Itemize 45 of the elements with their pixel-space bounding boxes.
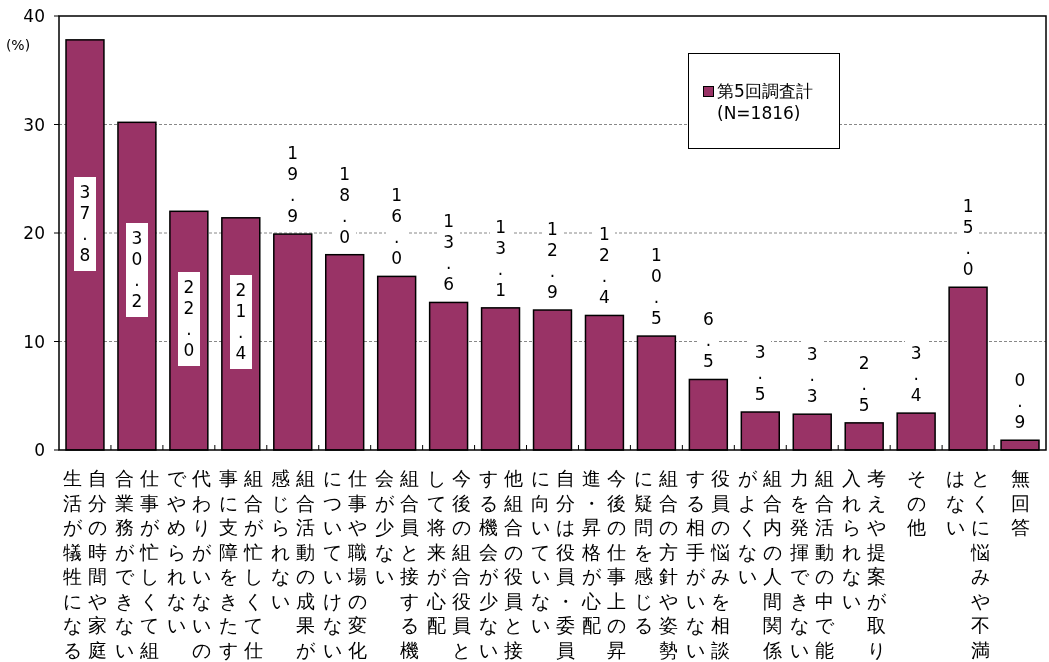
category-label: 仕事や職場の変化についていけない bbox=[322, 467, 367, 661]
category-label: 自分の時間や家庭生活が犠牲になる bbox=[62, 467, 107, 661]
data-label: 13.1 bbox=[489, 211, 512, 306]
category-label: 他組合の役員と接する機会が少ない bbox=[478, 467, 523, 661]
data-label: 15.0 bbox=[957, 191, 980, 286]
y-tick-label: 40 bbox=[23, 6, 45, 26]
data-label: 19.9 bbox=[281, 138, 304, 233]
category-label: 組合が忙しくて仕事に支障をきたす bbox=[218, 467, 263, 661]
category-label: 組合の方針や姿勢に疑問を感じる bbox=[634, 467, 679, 661]
data-label: 21.4 bbox=[229, 275, 252, 370]
data-label: 12.9 bbox=[541, 214, 564, 309]
data-label: 37.8 bbox=[73, 177, 96, 272]
category-label: 組合活動の中で能力を発揮できない bbox=[790, 467, 835, 661]
data-label: 16.0 bbox=[385, 180, 408, 275]
data-label: 22.0 bbox=[177, 271, 200, 366]
x-tick-label: 無回答 bbox=[1010, 466, 1030, 540]
category-label: 代わりがいないのでやめられない bbox=[166, 467, 211, 661]
category-label: 役員の悩みを相談する相手がいない bbox=[686, 467, 731, 661]
y-tick-label: 0 bbox=[34, 440, 45, 460]
category-label: 今後の仕事上の昇進・昇格が心配 bbox=[582, 467, 627, 661]
y-tick-label: 30 bbox=[23, 114, 45, 135]
category-label: 組合内の人間関係がよくない bbox=[738, 467, 783, 661]
data-label: 30.2 bbox=[125, 222, 148, 317]
data-label: 12.4 bbox=[593, 219, 616, 314]
y-axis-title: (%) bbox=[5, 37, 31, 53]
data-label: 3.3 bbox=[801, 339, 824, 413]
category-label: 組合活動の成果が感じられない bbox=[270, 467, 315, 661]
data-label: 10.5 bbox=[645, 240, 668, 335]
y-tick-label: 20 bbox=[23, 223, 45, 243]
data-label: 13.6 bbox=[437, 206, 460, 301]
x-tick-label: その他 bbox=[906, 466, 926, 540]
data-label: 18.0 bbox=[333, 158, 356, 253]
category-label: 考えや提案が取り入れられない bbox=[842, 467, 887, 661]
category-label: 組合員と接する機会が少ない bbox=[374, 467, 419, 661]
legend-label: 第5回調査計(N=1816) bbox=[717, 80, 814, 124]
category-label: 仕事が忙しくて組合業務ができない bbox=[114, 467, 159, 661]
y-tick-label: 10 bbox=[23, 331, 45, 352]
category-label: 今後の組合役員として将来が心配 bbox=[426, 467, 471, 661]
data-label: 3.5 bbox=[749, 337, 772, 411]
data-label: 2.5 bbox=[853, 347, 876, 421]
category-label: とくに悩みや不満はない bbox=[946, 467, 991, 661]
data-label: 6.5 bbox=[697, 304, 720, 378]
category-label: 自分は役員・委員に向いていない bbox=[530, 467, 575, 661]
data-label: 0.9 bbox=[1009, 365, 1032, 439]
data-label: 3.4 bbox=[905, 338, 928, 412]
